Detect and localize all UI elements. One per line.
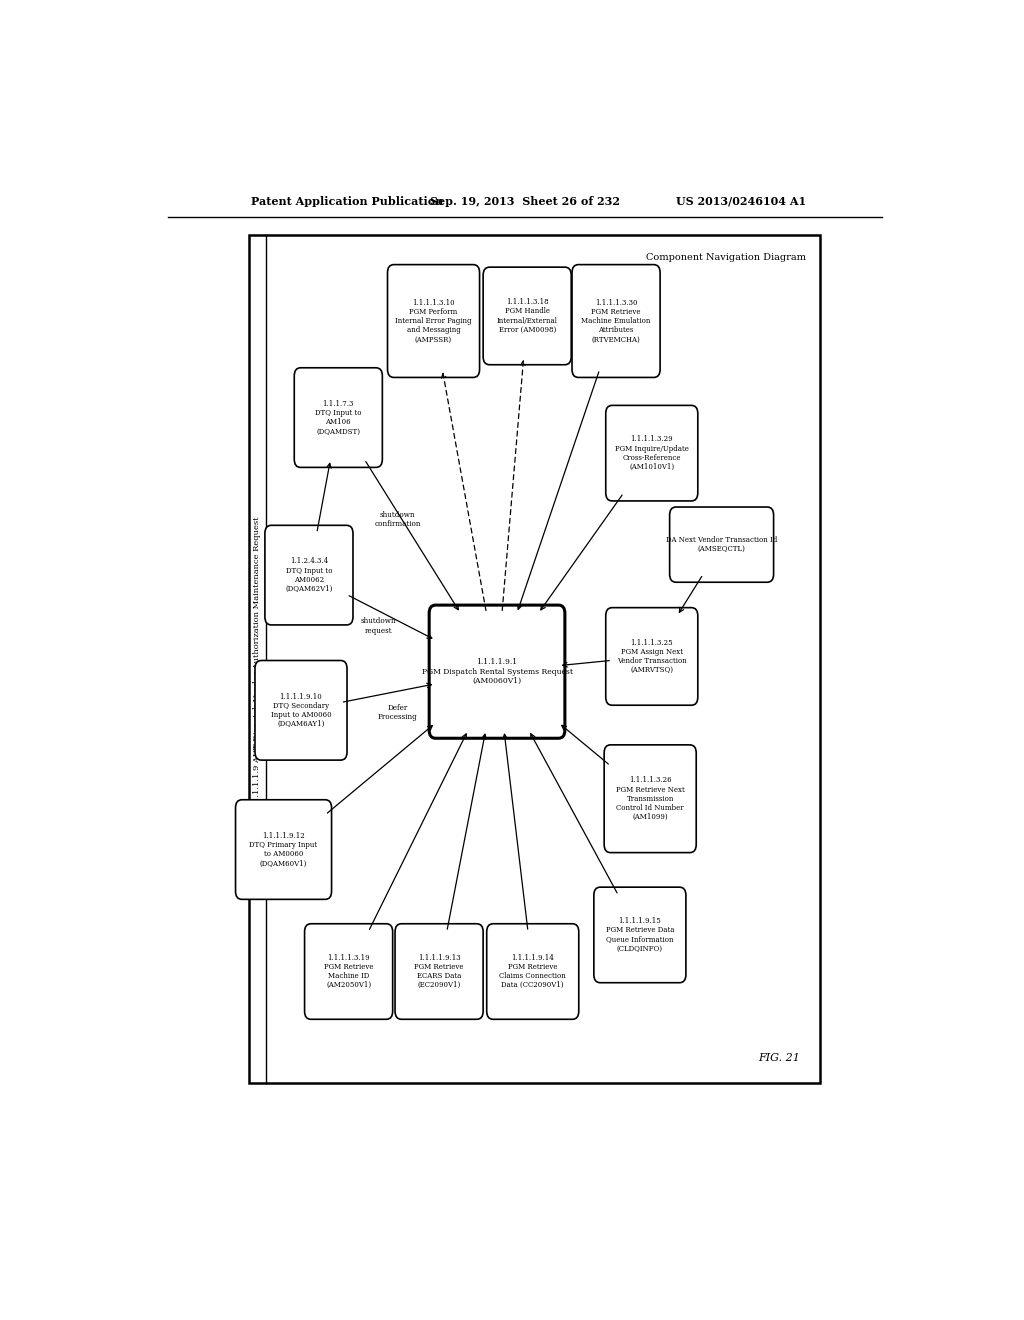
FancyBboxPatch shape [572,264,660,378]
FancyBboxPatch shape [606,405,697,500]
Text: 1.1.1.1.3.25
PGM Assign Next
Vendor Transaction
(AMRVTSQ): 1.1.1.1.3.25 PGM Assign Next Vendor Tran… [616,639,687,675]
Text: 1.1.1.1.9 AUT Dispatch Vendor Authorization Maintenance Request: 1.1.1.1.9 AUT Dispatch Vendor Authorizat… [253,516,260,801]
Text: 1.1.1.1.9.13
PGM Retrieve
ECARS Data
(EC2090V1): 1.1.1.1.9.13 PGM Retrieve ECARS Data (EC… [415,954,464,989]
Text: shutdown
confirmation: shutdown confirmation [375,511,421,528]
FancyBboxPatch shape [429,605,565,738]
FancyBboxPatch shape [304,924,392,1019]
Text: 1.1.2.4.3.4
DTQ Input to
AM0062
(DQAM62V1): 1.1.2.4.3.4 DTQ Input to AM0062 (DQAM62V… [286,557,333,593]
Text: 1.1.1.1.3.10
PGM Perform
Internal Error Paging
and Messaging
(AMPSSR): 1.1.1.1.3.10 PGM Perform Internal Error … [395,298,472,343]
Text: DA Next Vendor Transaction Id
(AMSEQCTL): DA Next Vendor Transaction Id (AMSEQCTL) [666,536,777,553]
Text: Sep. 19, 2013  Sheet 26 of 232: Sep. 19, 2013 Sheet 26 of 232 [430,195,620,207]
FancyBboxPatch shape [606,607,697,705]
Text: 1.1.1.1.3.30
PGM Retrieve
Machine Emulation
Attributes
(RTVEMCHA): 1.1.1.1.3.30 PGM Retrieve Machine Emulat… [582,298,650,343]
Text: US 2013/0246104 A1: US 2013/0246104 A1 [677,195,807,207]
Text: 1.1.1.1.3.19
PGM Retrieve
Machine ID
(AM2050V1): 1.1.1.1.3.19 PGM Retrieve Machine ID (AM… [324,954,374,989]
FancyBboxPatch shape [486,924,579,1019]
Text: shutdown
request: shutdown request [361,618,396,635]
Text: Patent Application Publication: Patent Application Publication [251,195,443,207]
FancyBboxPatch shape [594,887,686,982]
Text: 1.1.1.1.9.14
PGM Retrieve
Claims Connection
Data (CC2090V1): 1.1.1.1.9.14 PGM Retrieve Claims Connect… [500,954,566,989]
Text: 1.1.1.1.9.1
PGM Dispatch Rental Systems Request
(AM0060V1): 1.1.1.1.9.1 PGM Dispatch Rental Systems … [422,659,572,685]
FancyBboxPatch shape [294,368,382,467]
Text: 1.1.1.1.3.29
PGM Inquire/Update
Cross-Reference
(AM1010V1): 1.1.1.1.3.29 PGM Inquire/Update Cross-Re… [614,436,689,471]
Text: FIG. 21: FIG. 21 [759,1053,800,1063]
FancyBboxPatch shape [387,264,479,378]
Text: 1.1.1.1.9.12
DTQ Primary Input
to AM0060
(DQAM60V1): 1.1.1.1.9.12 DTQ Primary Input to AM0060… [250,832,317,867]
FancyBboxPatch shape [670,507,773,582]
FancyBboxPatch shape [265,525,353,624]
FancyBboxPatch shape [236,800,332,899]
Text: 1.1.1.1.3.26
PGM Retrieve Next
Transmission
Control Id Number
(AM1099): 1.1.1.1.3.26 PGM Retrieve Next Transmiss… [615,776,685,821]
FancyBboxPatch shape [483,267,571,364]
FancyBboxPatch shape [604,744,696,853]
Text: 1.1.1.1.9.10
DTQ Secondary
Input to AM0060
(DQAM6AY1): 1.1.1.1.9.10 DTQ Secondary Input to AM00… [270,693,332,729]
Text: 1.1.1.1.9.15
PGM Retrieve Data
Queue Information
(CLDQINFO): 1.1.1.1.9.15 PGM Retrieve Data Queue Inf… [605,917,674,953]
Text: Component Navigation Diagram: Component Navigation Diagram [646,253,806,261]
FancyBboxPatch shape [249,235,820,1084]
Text: Defer
Processing: Defer Processing [378,704,418,721]
Text: 1.1.1.7.3
DTQ Input to
AM106
(DQAMDST): 1.1.1.7.3 DTQ Input to AM106 (DQAMDST) [315,400,361,436]
FancyBboxPatch shape [255,660,347,760]
FancyBboxPatch shape [395,924,483,1019]
Text: 1.1.1.1.3.18
PGM Handle
Internal/External
Error (AM0098): 1.1.1.1.3.18 PGM Handle Internal/Externa… [497,298,558,334]
